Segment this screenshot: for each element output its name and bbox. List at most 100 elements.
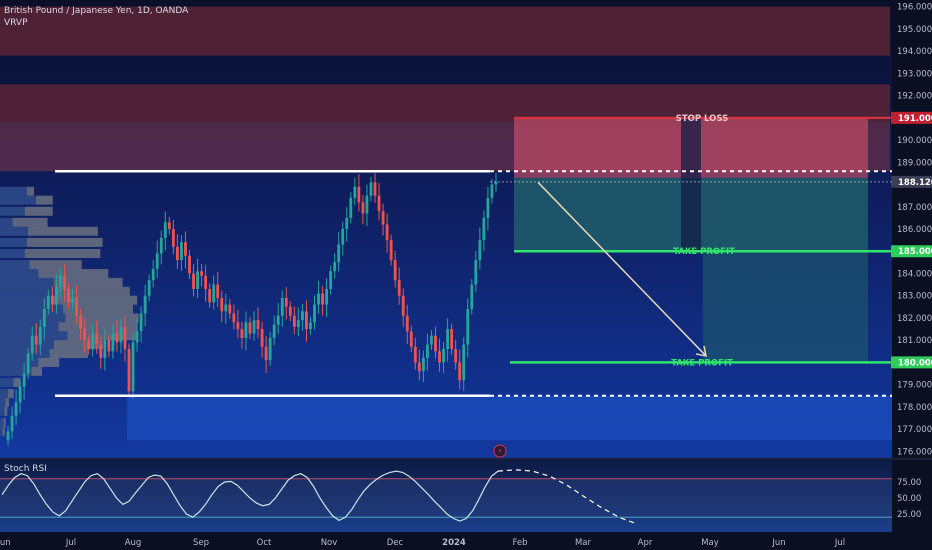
volume-profile-bar bbox=[0, 206, 25, 216]
candle-body bbox=[490, 184, 494, 198]
candle-body bbox=[224, 304, 228, 312]
volume-profile-bar bbox=[0, 249, 25, 259]
volume-profile-bar-value bbox=[63, 304, 133, 314]
price-label-target bbox=[891, 245, 932, 258]
candle-body bbox=[413, 346, 417, 363]
candle-body bbox=[345, 217, 349, 229]
candle-body bbox=[232, 313, 236, 323]
candle-body bbox=[139, 313, 143, 332]
volume-profile-bar bbox=[0, 389, 9, 399]
candle-body bbox=[405, 315, 409, 332]
y-tick-label: 190.000 bbox=[897, 136, 932, 146]
oscillator-pane-background bbox=[0, 460, 892, 532]
candle-body bbox=[373, 182, 377, 196]
candle-body bbox=[91, 333, 95, 350]
stop-loss-label: STOP LOSS bbox=[676, 114, 729, 124]
y-tick-label: 186.000 bbox=[897, 225, 932, 235]
x-tick-label: Mar bbox=[575, 538, 592, 548]
candle-body bbox=[220, 297, 224, 312]
candle-body bbox=[135, 331, 139, 343]
candle-body bbox=[111, 333, 115, 352]
volume-profile-bar-value bbox=[27, 226, 98, 236]
volume-profile-bar bbox=[0, 331, 68, 341]
volume-profile-bar bbox=[0, 217, 13, 227]
candle-body bbox=[180, 242, 183, 261]
candle-body bbox=[417, 362, 421, 372]
y-tick-label: 178.000 bbox=[897, 403, 932, 413]
volume-profile-bar-value bbox=[29, 260, 82, 270]
price-label-stop bbox=[891, 111, 932, 124]
candle-body bbox=[143, 295, 147, 314]
volume-profile-bar bbox=[0, 186, 27, 196]
candle-body bbox=[300, 311, 304, 321]
candle-body bbox=[131, 342, 135, 392]
volume-profile-bar-value bbox=[49, 349, 88, 359]
candle-body bbox=[462, 344, 466, 381]
candle-body bbox=[175, 246, 179, 261]
candle-body bbox=[357, 186, 361, 203]
candle-body bbox=[361, 202, 365, 214]
price-label-text: 185.000 bbox=[898, 247, 932, 257]
volume-profile-bar bbox=[0, 195, 36, 205]
x-tick-label: Oct bbox=[257, 538, 272, 548]
take-profit-zone-2 bbox=[703, 251, 868, 363]
candle-body bbox=[22, 373, 26, 387]
y-tick-label: 192.000 bbox=[897, 92, 932, 102]
oscillator-tick: 50.00 bbox=[897, 494, 921, 504]
candle-body bbox=[296, 320, 300, 327]
candle-body bbox=[260, 329, 264, 347]
candle-body bbox=[288, 306, 292, 316]
y-tick-label: 195.000 bbox=[897, 25, 932, 35]
candle-body bbox=[26, 353, 30, 374]
candle-body bbox=[67, 289, 70, 303]
candle-body bbox=[10, 415, 14, 432]
candle-body bbox=[377, 195, 381, 212]
candle-body bbox=[256, 320, 260, 330]
candle-body bbox=[216, 284, 220, 298]
candle-body bbox=[99, 344, 103, 358]
x-tick-label: Jul bbox=[65, 538, 76, 548]
candle-body bbox=[208, 289, 212, 303]
volume-profile-bar bbox=[0, 304, 63, 314]
candle-body bbox=[171, 229, 175, 247]
volume-profile-bar-value bbox=[4, 406, 8, 416]
candle-body bbox=[494, 181, 498, 185]
take-profit-label-2: TAKE PROFIT bbox=[671, 358, 733, 368]
candle-body bbox=[309, 322, 312, 330]
x-tick-label: Nov bbox=[321, 538, 338, 548]
volume-profile-bar-value bbox=[38, 269, 109, 279]
candle-body bbox=[192, 273, 195, 290]
y-tick-label: 177.000 bbox=[897, 425, 932, 435]
y-tick-label: 183.000 bbox=[897, 292, 932, 302]
candle-body bbox=[147, 280, 151, 296]
candle-body bbox=[123, 326, 127, 350]
candle-body bbox=[280, 297, 284, 316]
event-icon bbox=[493, 444, 507, 458]
oscillator-tick: 75.00 bbox=[897, 478, 921, 488]
candle-body bbox=[115, 333, 119, 343]
candle-body bbox=[79, 315, 83, 330]
volume-profile-bar bbox=[0, 260, 30, 270]
volume-profile-bar bbox=[0, 269, 39, 279]
volume-profile-bar bbox=[0, 366, 32, 376]
x-tick-label: 2024 bbox=[442, 538, 466, 548]
candle-body bbox=[401, 295, 405, 316]
candle-body bbox=[119, 326, 123, 343]
candle-body bbox=[276, 315, 280, 325]
candle-body bbox=[244, 322, 248, 338]
candle-body bbox=[329, 271, 333, 290]
zone-gap bbox=[681, 117, 701, 252]
candle-body bbox=[474, 260, 478, 285]
candle-body bbox=[188, 255, 191, 274]
candle-body bbox=[59, 275, 62, 287]
candle-body bbox=[127, 349, 131, 392]
candle-body bbox=[292, 315, 296, 327]
candle-body bbox=[446, 329, 450, 350]
x-tick-label: Feb bbox=[512, 538, 527, 548]
candle-body bbox=[409, 331, 413, 347]
candle-body bbox=[167, 222, 171, 229]
x-tick-label: Jun bbox=[0, 538, 11, 548]
oscillator-label: Stoch RSI bbox=[4, 464, 47, 474]
y-tick-label: 181.000 bbox=[897, 336, 932, 346]
